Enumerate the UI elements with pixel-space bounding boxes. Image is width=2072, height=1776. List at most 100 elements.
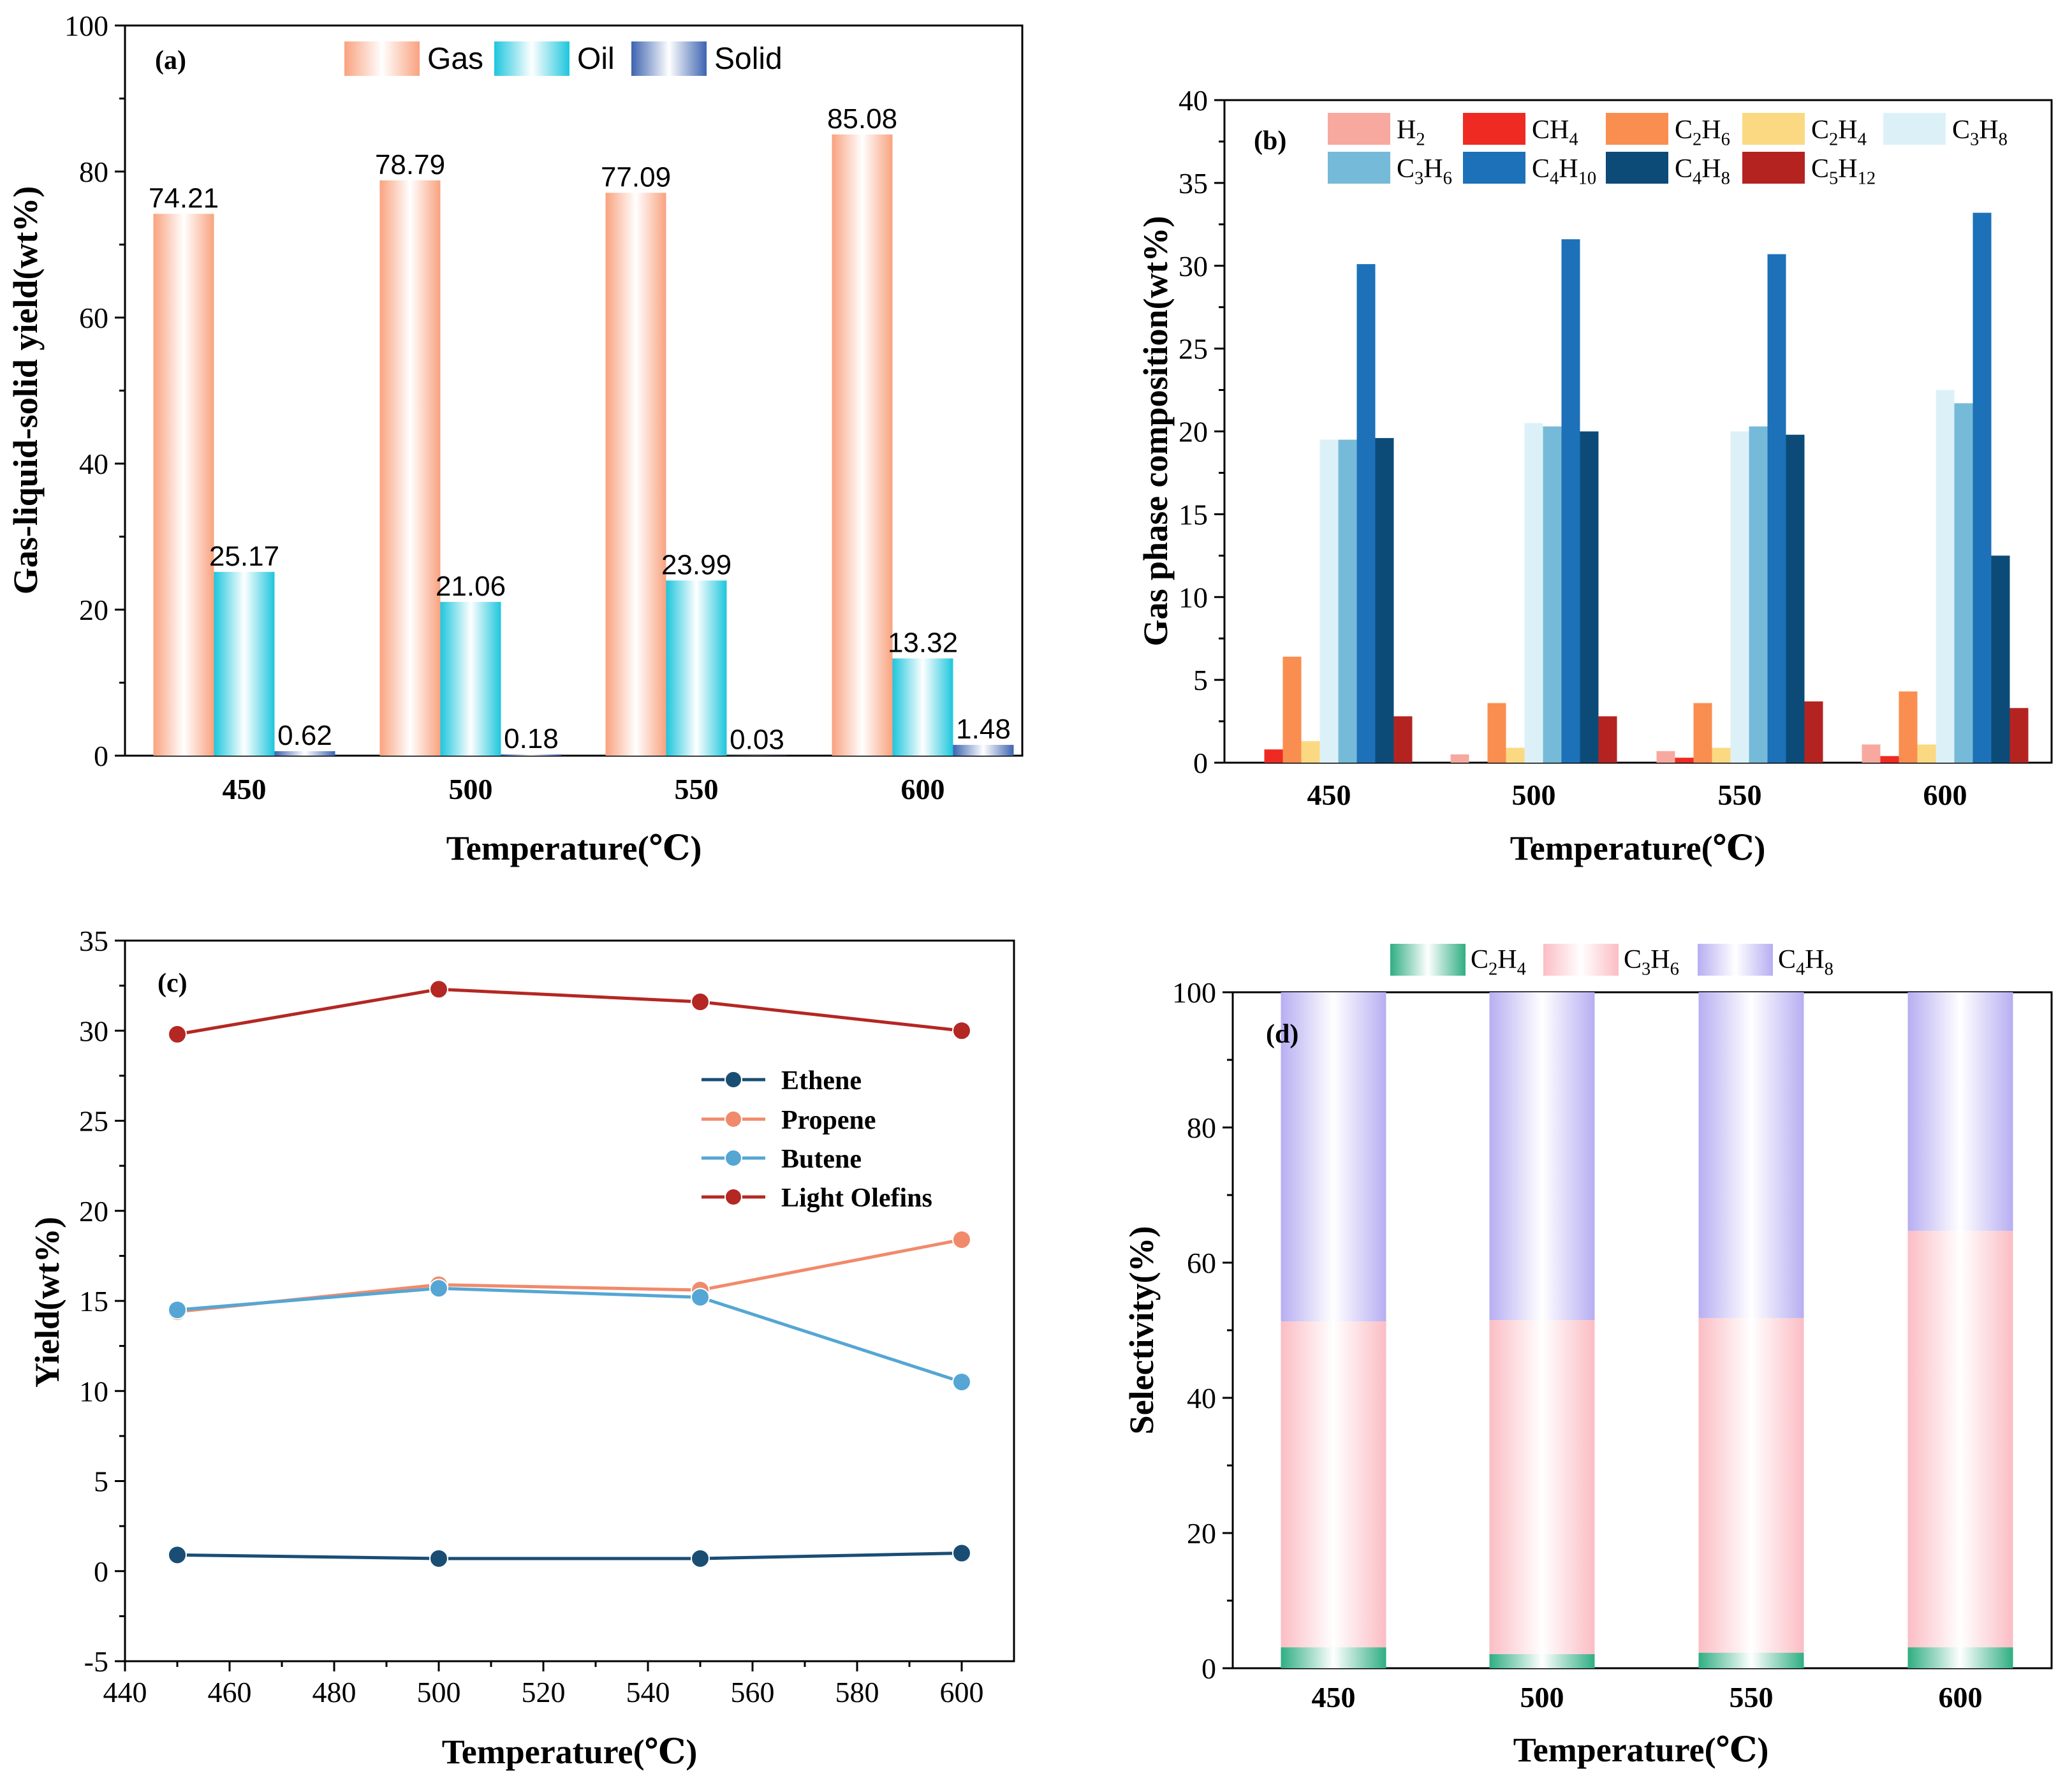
panel-a-chart: 0 20 40 60 80 100 74.21 78.79 77.09 85.08 25.17 21.… — [6, 10, 1024, 867]
bar-oil-450 — [214, 571, 275, 756]
bar-solid-450 — [274, 751, 335, 756]
legend-swatch-sel_c4h8 — [1698, 944, 1773, 976]
x-tick-label: 500 — [417, 1676, 461, 1708]
y-tick-label: 35 — [79, 925, 108, 957]
legend-swatch-C5H12 — [1742, 152, 1805, 184]
legend-label-sel_c2h4: C2H4 — [1471, 945, 1526, 980]
legend-label: Light Olefins — [781, 1184, 932, 1213]
bar-C2H4-600 — [1917, 744, 1936, 763]
bar-sel_c3h6-600 — [1907, 1231, 2013, 1648]
y-tick-label: 25 — [1179, 333, 1208, 365]
data-label: 77.09 — [601, 161, 671, 193]
point-butene-450 — [168, 1300, 187, 1320]
bar-C3H6-600 — [1954, 403, 1973, 763]
y-tick-label: 25 — [79, 1105, 108, 1138]
point-butene-600 — [952, 1372, 971, 1392]
bar-C2H4-550 — [1712, 747, 1731, 763]
bar-C2H6-550 — [1693, 703, 1712, 763]
x-tick-label: 600 — [1923, 779, 1967, 811]
point-butene-550 — [691, 1288, 710, 1307]
x-tick-label: 440 — [103, 1676, 147, 1708]
bar-C2H6-600 — [1899, 691, 1918, 763]
bar-C4H8-550 — [1786, 434, 1805, 763]
x-axis-label: Temperature(℃) — [442, 1733, 698, 1771]
point-butene-500 — [429, 1279, 448, 1298]
y-tick-label: 20 — [79, 594, 108, 626]
y-tick-label: 60 — [79, 302, 108, 334]
bar-CH4-550 — [1675, 758, 1694, 763]
bar-sel_c2h4-600 — [1907, 1647, 2013, 1668]
bar-C2H6-450 — [1282, 656, 1302, 763]
x-tick-label: 600 — [901, 773, 945, 805]
point-propene-600 — [952, 1229, 971, 1249]
point-light_olefins-550 — [691, 992, 710, 1012]
bar-gas-450 — [153, 214, 214, 756]
legend-label-C4H10: C4H10 — [1532, 154, 1596, 189]
point-light_olefins-450 — [168, 1024, 187, 1044]
bar-H2-550 — [1656, 751, 1675, 763]
bar-H2-600 — [1862, 744, 1881, 763]
y-tick-label: 5 — [94, 1465, 108, 1498]
bar-C3H8-600 — [1936, 390, 1955, 763]
bar-C5H12-600 — [2010, 708, 2029, 763]
x-tick-label: 540 — [626, 1676, 670, 1708]
bar-C5H12-550 — [1804, 701, 1823, 763]
data-label: 13.32 — [888, 627, 958, 658]
x-tick-label: 600 — [1939, 1681, 1983, 1714]
x-tick-label: 580 — [835, 1676, 879, 1708]
panel-d-chart: 0 20 40 60 80 100 450 500 550 600 Temperature(℃) Se… — [1122, 944, 2053, 1769]
y-tick-label: 5 — [1193, 664, 1208, 696]
y-tick-label: 60 — [1187, 1247, 1216, 1279]
legend-marker-ethene — [724, 1071, 742, 1089]
point-ethene-450 — [168, 1545, 187, 1565]
legend-label-C4H8: C4H8 — [1675, 154, 1730, 189]
y-tick-label: 100 — [1172, 976, 1216, 1009]
bar-C3H6-550 — [1749, 426, 1768, 763]
legend-swatch-C4H8 — [1606, 152, 1668, 184]
y-tick-label: 40 — [79, 448, 108, 480]
bar-oil-600 — [892, 658, 953, 756]
point-light_olefins-600 — [952, 1021, 971, 1041]
x-tick-label: 500 — [449, 773, 493, 805]
panel-label: (b) — [1254, 126, 1286, 156]
bar-C3H6-450 — [1338, 439, 1357, 763]
line-ethene — [177, 1552, 962, 1560]
legend-label: Solid — [714, 42, 783, 76]
legend-label-sel_c3h6: C3H6 — [1624, 945, 1679, 980]
legend-label-C3H6: C3H6 — [1397, 154, 1452, 189]
bar-sel_c4h8-550 — [1698, 992, 1804, 1318]
y-tick-label: -5 — [84, 1645, 108, 1678]
bar-C3H8-450 — [1319, 439, 1339, 763]
y-tick-label: 10 — [79, 1375, 108, 1407]
bar-gas-500 — [379, 180, 441, 756]
bar-C2H6-500 — [1487, 703, 1506, 763]
y-tick-label: 0 — [1193, 747, 1208, 779]
y-tick-label: 30 — [1179, 250, 1208, 283]
panel-c-chart: -5 0 5 10 15 20 25 30 35 440 460 480 500 520 540 560 580… — [28, 925, 1015, 1771]
bar-sel_c2h4-550 — [1698, 1652, 1804, 1668]
legend-swatch-CH4 — [1463, 113, 1525, 145]
bar-sel_c4h8-450 — [1281, 992, 1386, 1322]
legend-label-C2H6: C2H6 — [1675, 115, 1730, 150]
data-label: 1.48 — [956, 714, 1011, 745]
legend-label-C2H4: C2H4 — [1811, 115, 1867, 150]
x-tick-label: 520 — [522, 1676, 566, 1708]
legend-swatch-gas — [344, 41, 420, 76]
bar-sel_c2h4-500 — [1489, 1654, 1595, 1668]
x-tick-label: 480 — [312, 1676, 356, 1708]
legend-label-C3H8: C3H8 — [1952, 115, 2008, 150]
legend-swatch-oil — [494, 41, 569, 76]
y-tick-label: 100 — [64, 10, 108, 42]
panel-label: (c) — [158, 969, 187, 998]
line-light_olefins — [177, 987, 962, 1036]
bar-oil-500 — [440, 601, 501, 756]
legend-label: Oil — [577, 42, 615, 76]
bar-C4H10-500 — [1561, 239, 1580, 763]
y-tick-label: 80 — [79, 156, 108, 188]
legend-label-C5H12: C5H12 — [1811, 154, 1876, 189]
bar-sel_c4h8-600 — [1907, 992, 2013, 1231]
bar-gas-600 — [832, 134, 893, 756]
point-ethene-550 — [691, 1548, 710, 1568]
data-label: 21.06 — [436, 571, 506, 602]
